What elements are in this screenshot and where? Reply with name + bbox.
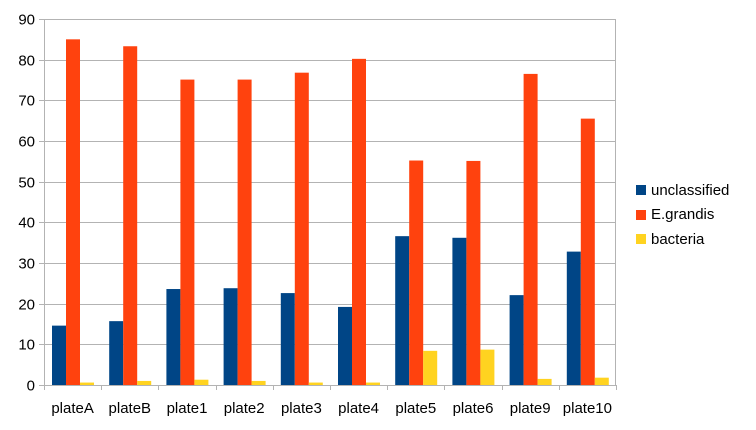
x-tick-label: plate5 (395, 400, 436, 417)
x-tick-label: plate2 (224, 400, 265, 417)
y-tick-label: 40 (18, 215, 35, 232)
legend-swatch-e-grandis (636, 209, 646, 220)
x-tick-label: plate6 (453, 400, 494, 417)
bar-bacteria-plate9 (537, 378, 552, 385)
legend-item-bacteria: bacteria (636, 227, 752, 252)
bar-unclassified-platea (52, 325, 66, 385)
bar-e-grandis-platea (66, 39, 80, 385)
legend-item-e-grandis: E.grandis (636, 203, 752, 228)
legend-label-bacteria: bacteria (651, 230, 705, 248)
legend-item-unclassified: unclassified (636, 178, 752, 203)
x-tick-label: plate3 (281, 400, 322, 417)
bar-unclassified-plate9 (509, 295, 524, 385)
bar-unclassified-plate6 (452, 237, 467, 385)
legend-swatch-unclassified (636, 185, 646, 196)
bar-bacteria-plate3 (308, 382, 323, 385)
bar-bacteria-plate2 (251, 380, 266, 385)
bar-e-grandis-plateb (123, 46, 138, 385)
y-tick-label: 20 (18, 297, 35, 314)
bar-bacteria-plate1 (194, 379, 209, 385)
bar-e-grandis-plate9 (523, 73, 538, 386)
y-tick-label: 10 (18, 337, 35, 354)
y-tick-label: 60 (18, 134, 35, 151)
bar-e-grandis-plate10 (580, 118, 595, 385)
y-tick-label: 80 (18, 53, 35, 70)
bar-unclassified-plate2 (223, 288, 238, 385)
bar-e-grandis-plate3 (294, 72, 309, 386)
bar-e-grandis-plate2 (237, 79, 252, 385)
x-tick-label: plateA (51, 400, 94, 417)
bar-unclassified-plate1 (166, 289, 181, 385)
bar-bacteria-plate10 (594, 377, 609, 385)
bar-bacteria-plate5 (423, 350, 438, 385)
bar-e-grandis-plate5 (409, 160, 424, 385)
bar-unclassified-plate3 (280, 293, 295, 385)
bar-bacteria-plate4 (366, 382, 380, 385)
legend-label-unclassified: unclassified (651, 181, 730, 199)
y-tick-label: 0 (27, 378, 35, 395)
legend-swatch-bacteria (636, 234, 646, 245)
x-tick-label: plate4 (338, 400, 379, 417)
bar-bacteria-plateb (137, 380, 152, 385)
bar-e-grandis-plate6 (466, 160, 481, 385)
x-tick-label: plateB (109, 400, 152, 417)
legend-label-e-grandis: E.grandis (651, 206, 715, 224)
legend: unclassified E.grandis bacteria (636, 178, 752, 252)
y-tick-label: 30 (18, 256, 35, 273)
x-tick-label: plate10 (563, 400, 612, 417)
y-tick-label: 70 (18, 93, 35, 110)
bar-unclassified-plateb (109, 321, 124, 385)
x-tick-label: plate1 (167, 400, 208, 417)
bar-bacteria-platea (80, 382, 94, 385)
bar-e-grandis-plate1 (180, 79, 195, 385)
bar-unclassified-plate10 (566, 251, 581, 385)
y-tick-label: 90 (18, 12, 35, 29)
bar-e-grandis-plate4 (352, 58, 366, 385)
y-tick-label: 50 (18, 175, 35, 192)
x-tick-label: plate9 (510, 400, 551, 417)
bar-bacteria-plate6 (480, 349, 495, 385)
bar-unclassified-plate5 (395, 236, 410, 385)
bar-unclassified-plate4 (338, 306, 352, 385)
